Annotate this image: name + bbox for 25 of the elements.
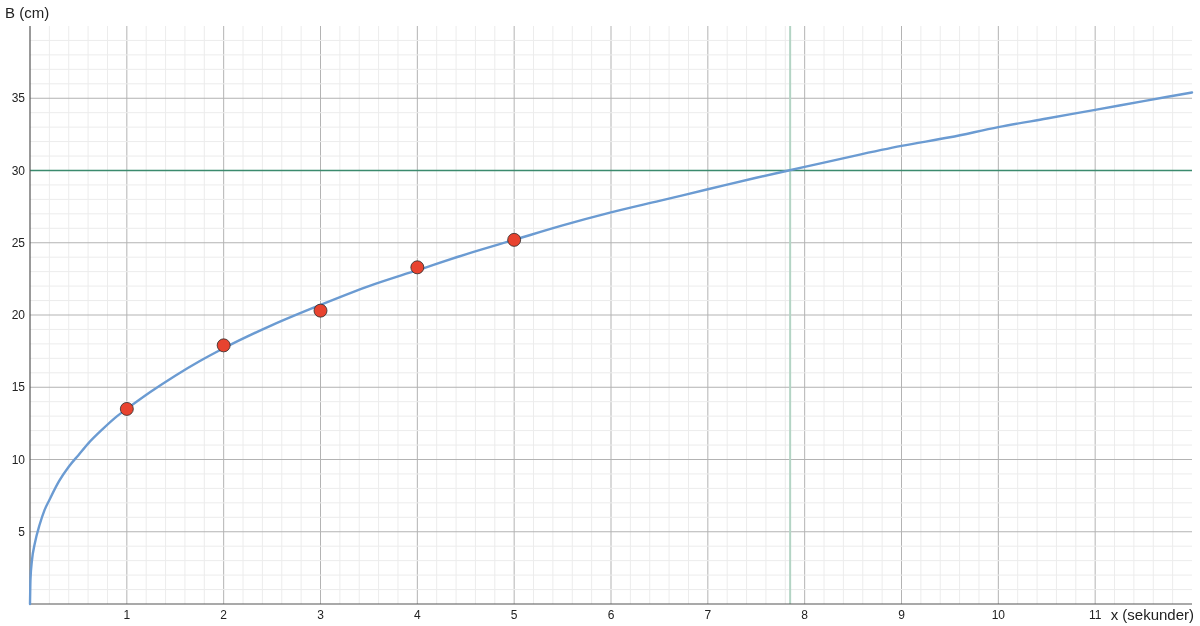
y-tick-label: 35 <box>11 91 26 106</box>
x-axis-title: x (sekunder) <box>1110 606 1194 623</box>
x-tick-label: 11 <box>1088 608 1102 622</box>
point <box>313 303 328 318</box>
x-tick-label: 5 <box>510 608 518 622</box>
point <box>216 338 231 353</box>
y-tick-label: 25 <box>11 235 26 250</box>
y-tick-label: 30 <box>11 163 26 178</box>
point <box>410 260 425 275</box>
y-axis-title: B (cm) <box>5 4 50 21</box>
y-tick-label: 15 <box>11 380 26 395</box>
x-tick-label: 1 <box>123 608 131 622</box>
y-tick-label: 20 <box>11 308 26 323</box>
y-tick-label: 10 <box>11 452 26 467</box>
x-tick-label: 7 <box>704 608 712 622</box>
x-tick-label: 3 <box>317 608 325 622</box>
x-tick-label: 10 <box>991 608 1006 622</box>
x-tick-label: 9 <box>898 608 906 622</box>
x-tick-label: 6 <box>607 608 615 622</box>
x-tick-label: 8 <box>801 608 809 622</box>
x-tick-label: 2 <box>220 608 228 622</box>
y-tick-label: 5 <box>18 524 26 539</box>
point <box>119 402 134 416</box>
point <box>507 232 522 247</box>
x-tick-label: 4 <box>413 608 421 622</box>
